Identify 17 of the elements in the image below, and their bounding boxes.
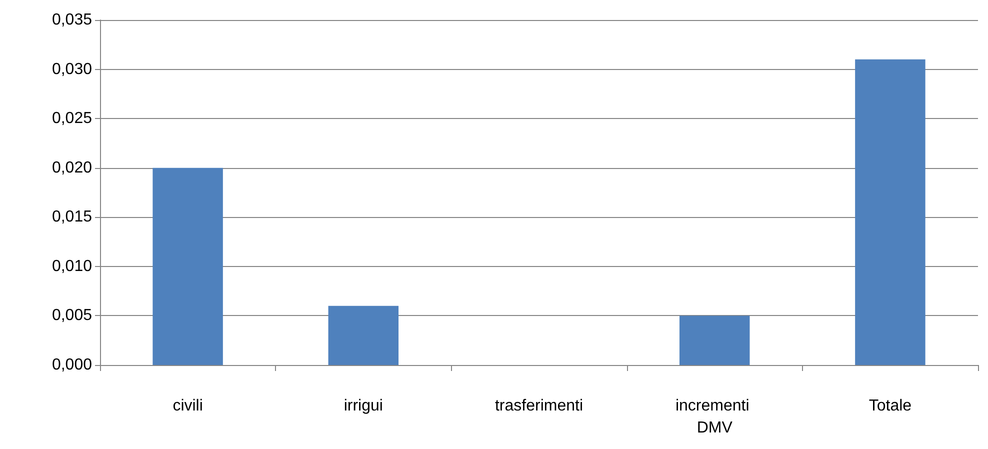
y-tick-label: 0,015 [52,208,92,226]
y-tick-label: 0,025 [52,110,92,128]
x-tick-label: irrigui [344,398,383,414]
y-tick-label: 0,010 [52,258,92,275]
y-tick-label: 0,030 [52,60,92,78]
y-tick-label: 0,000 [52,356,92,374]
x-tick-label: civili [172,398,203,414]
y-tick-label: 0,035 [52,12,92,28]
x-tick-label: Totale [868,398,912,414]
bar [855,59,926,365]
x-tick-label: trasferimenti [494,398,584,414]
x-tick-label: incrementi DMV [675,398,754,436]
bar [152,168,223,365]
bar [328,306,399,365]
y-tick-label: 0,020 [52,159,92,176]
bar [679,316,750,365]
y-tick-label: 0,005 [52,307,92,324]
